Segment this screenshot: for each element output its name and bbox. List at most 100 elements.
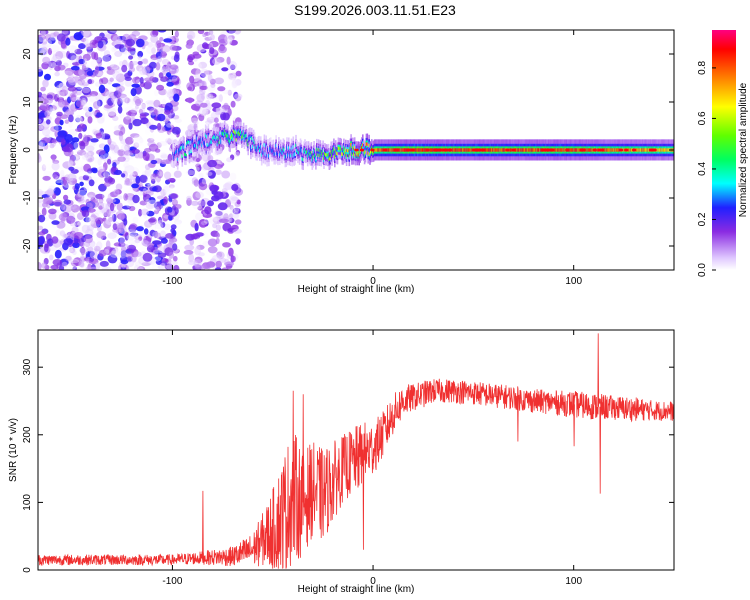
- spectrogram-cell: [194, 82, 203, 87]
- spectrogram-cell: [42, 79, 49, 88]
- spectrogram-cell: [98, 84, 106, 94]
- spectrogram-cell: [103, 171, 110, 178]
- spectrogram-cell: [129, 172, 136, 180]
- spectrogram-y-tick-label: 20: [22, 48, 33, 60]
- spectrogram-cell: [132, 76, 140, 84]
- spectrogram-cell: [195, 69, 201, 77]
- spectrogram-cell: [203, 70, 213, 75]
- spectrogram-cell: [233, 211, 240, 220]
- spectrogram-cell: [131, 137, 142, 143]
- spectrogram-cell: [221, 170, 231, 179]
- spectrogram-cell: [79, 181, 84, 187]
- spectrogram-cell: [123, 193, 128, 201]
- spectrogram-cell: [38, 231, 46, 236]
- spectrogram-cell: [215, 95, 221, 102]
- spectrogram-cell: [80, 246, 86, 256]
- spectrogram-cell: [160, 238, 168, 244]
- spectrogram-cell: [119, 145, 129, 152]
- spectrogram-cell: [581, 148, 586, 152]
- spectrogram-cell: [203, 232, 209, 239]
- spectrogram-cell: [46, 104, 51, 111]
- spectrogram-cell: [163, 196, 169, 205]
- spectrogram-cell: [132, 216, 139, 224]
- spectrogram-cell: [55, 179, 65, 186]
- spectrogram-cell: [194, 222, 199, 232]
- spectrogram-cell: [405, 148, 411, 152]
- spectrogram-cell: [123, 97, 131, 104]
- spectrogram-cell: [124, 76, 132, 82]
- spectrogram-cell: [228, 35, 235, 40]
- spectrogram-cell: [232, 207, 241, 215]
- spectrogram-cell: [111, 96, 119, 104]
- spectrogram-cell: [60, 40, 67, 49]
- spectrogram-cell: [130, 108, 138, 113]
- spectrogram-cell: [82, 53, 91, 61]
- spectrogram-cell: [84, 240, 91, 248]
- spectrogram-cell: [173, 170, 182, 178]
- spectrogram-cell: [141, 170, 150, 176]
- spectrogram-cell: [124, 181, 134, 186]
- spectrogram-cell: [82, 106, 91, 111]
- snr-y-axis-label: SNR (10 * v/v): [8, 418, 19, 482]
- spectrogram-cell: [194, 264, 204, 270]
- spectrogram-cell: [209, 216, 218, 225]
- spectrogram-cell: [83, 134, 88, 143]
- spectrogram-cell: [39, 141, 46, 150]
- spectrogram-cell: [163, 223, 171, 230]
- spectrogram-cell: [156, 107, 164, 115]
- spectrogram-cell: [42, 56, 51, 65]
- spectrogram-cell: [152, 186, 157, 192]
- spectrogram-cell: [169, 89, 180, 95]
- spectrogram-cell: [77, 221, 85, 227]
- spectrogram-cell: [214, 267, 222, 270]
- spectrogram-cell: [86, 70, 94, 76]
- spectrogram-cell: [128, 122, 133, 130]
- spectrogram-cell: [60, 169, 65, 177]
- spectrogram-cell: [150, 34, 159, 43]
- spectrogram-cell: [85, 266, 92, 270]
- spectrogram-cell: [160, 152, 167, 160]
- spectrogram-cell: [195, 212, 204, 222]
- spectrogram-cell: [157, 56, 162, 63]
- spectrogram-cell: [107, 97, 114, 106]
- spectrogram-cell: [195, 237, 206, 245]
- spectrogram-cell: [38, 36, 44, 44]
- spectrogram-cell: [75, 100, 85, 108]
- spectrogram-cell: [143, 228, 149, 235]
- spectrogram-cell: [217, 34, 228, 44]
- snr-y-tick-label: 100: [22, 494, 33, 511]
- colorbar-tick-label: 0.4: [697, 162, 708, 176]
- spectrogram-cell: [149, 61, 157, 69]
- spectrogram-cell: [55, 51, 64, 60]
- spectrogram-cell: [38, 66, 43, 73]
- spectrogram-cell: [146, 46, 156, 55]
- spectrogram-cell: [437, 148, 443, 152]
- spectrogram-cell: [192, 191, 201, 201]
- spectrogram-cell: [74, 147, 81, 153]
- spectrogram-cell: [42, 175, 51, 181]
- spectrogram-cell: [135, 175, 141, 184]
- spectrogram-cell: [120, 173, 126, 178]
- spectrogram-cell: [87, 246, 94, 252]
- spectrogram-cell: [146, 210, 155, 217]
- spectrogram-cell: [207, 238, 218, 247]
- spectrogram-cell: [231, 169, 237, 174]
- spectrogram-cell: [190, 200, 199, 206]
- spectrogram-cell: [80, 97, 87, 106]
- spectrogram-cell: [97, 168, 107, 178]
- spectrogram-cell: [157, 264, 166, 270]
- spectrogram-cell: [105, 240, 111, 250]
- spectrogram-cell: [187, 168, 195, 177]
- spectrogram-cell: [97, 116, 105, 124]
- spectrogram-cell: [62, 176, 67, 186]
- spectrogram-cell: [132, 194, 140, 204]
- spectrogram-cell: [140, 117, 149, 124]
- spectrogram-cell: [76, 149, 87, 156]
- spectrogram-cell: [49, 143, 55, 149]
- spectrogram-cell: [96, 149, 106, 155]
- spectrogram-cell: [233, 91, 239, 100]
- spectrogram-cell: [200, 221, 208, 226]
- spectrogram-cell: [81, 30, 91, 37]
- spectrogram-cell: [231, 79, 241, 87]
- snr-x-tick-label: 100: [565, 576, 582, 587]
